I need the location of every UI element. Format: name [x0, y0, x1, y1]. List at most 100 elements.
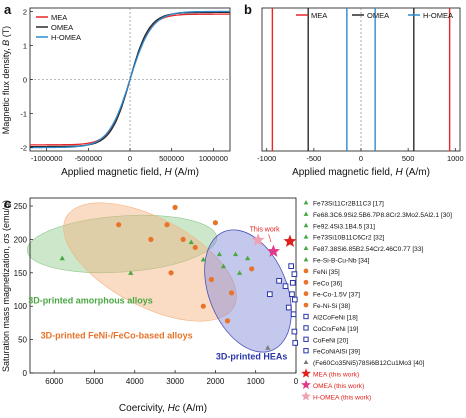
legend-c-label: Fe-Ni-Si [38]: [313, 303, 350, 310]
panel-c-point: [148, 236, 154, 243]
legend-c-marker: [303, 268, 309, 274]
panel-label-a: a: [4, 2, 12, 17]
panel-c-point: [180, 236, 186, 243]
panel-c-point: [200, 256, 206, 262]
panel-a-chart: -1000000 -500000 0 500000 1000000 -2 -1 0 1 2 MEA…: [1, 7, 231, 178]
legend-a-label: OMEA: [51, 23, 73, 32]
panel-b-xtick-label: 500: [402, 154, 415, 163]
panel-b-legend: MEA OMEA H-OMEA: [296, 11, 453, 20]
legend-c-label: Fe-Si-B-Cu-Nb [34]: [313, 258, 370, 265]
panel-c-point: [172, 204, 178, 210]
legend-c-label: CoCrxFeNi [19]: [313, 326, 359, 333]
legend-c-label: Fe73Si11Cr2B11C3 [17]: [313, 201, 384, 208]
panel-a-series-h-omea: [30, 10, 230, 149]
panel-c-ylabel: Saturation mass magnetization, σs (emu/g…: [1, 200, 11, 372]
panel-c-xlabel: Coercivity, Hc (A/m): [119, 403, 207, 414]
panel-a-ylabel: Magnetic flux density, B (T): [1, 26, 11, 134]
panel-c-ytick-label: 0: [23, 369, 28, 378]
legend-c-marker: [303, 348, 309, 354]
panel-c-point: [289, 279, 296, 286]
legend-c-label: FeCo [36]: [313, 280, 342, 287]
legend-b-label: MEA: [311, 11, 327, 20]
legend-c-label: MEA (this work): [313, 372, 359, 379]
legend-a-label: H-OMEA: [51, 33, 81, 42]
legend-c-label: CoFeNi [20]: [313, 337, 348, 344]
panel-c-point: [116, 222, 122, 228]
legend-c-marker: [301, 391, 311, 401]
panel-c-point: [164, 222, 170, 228]
legend-c-label: Al2CoFeNi [18]: [313, 315, 358, 322]
legend-c-marker: [303, 313, 309, 320]
panel-b-xlabel: Applied magnetic field, H (A/m): [292, 167, 430, 178]
panel-c-legend: Fe73Si11Cr2B11C3 [17] Fe68.3C6.9Si2.5B6.7…: [301, 200, 452, 401]
legend-c-label: Fe68.3C6.9Si2.5B6.7P8.8Cr2.3Mo2.5Al2.1 […: [313, 212, 452, 219]
panel-b-chart: -1000 -500 0 500 1000 MEA OMEA H-OMEA Applied …: [257, 7, 464, 178]
panel-c-point: [291, 296, 298, 303]
legend-b-label: H-OMEA: [423, 11, 453, 20]
panel-c-point: [283, 234, 297, 247]
legend-c-marker: [303, 279, 309, 285]
panel-c-point: [220, 263, 227, 269]
panel-label-c: c: [4, 196, 11, 211]
panel-c-ytick-label: 50: [18, 336, 27, 345]
panel-b-xtick-label: -1000: [257, 154, 276, 163]
panel-c-point: [232, 251, 239, 257]
panel-a-xtick-label: 0: [128, 154, 132, 163]
panel-c-point: [288, 263, 295, 269]
panel-c-ytick-label: 200: [14, 235, 28, 244]
panel-c-point: [266, 291, 273, 298]
panel-c-xtick-label: 4000: [126, 377, 144, 386]
panel-a-xlabel: Applied magnetic field, H (A/m): [61, 167, 199, 178]
panel-label-b: b: [244, 2, 252, 17]
panel-c-point: [290, 311, 297, 318]
panel-c-point: [291, 328, 298, 335]
panel-c-point: [292, 340, 299, 346]
legend-c-marker: [303, 222, 309, 228]
legend-c-label: (Fe60Co35Ni5)78Si6B12Cu1Mo3 [40]: [313, 360, 425, 367]
panel-a-ytick-label: -1: [20, 110, 27, 119]
panel-c-point: [289, 291, 295, 298]
region-label: 3D-printed FeNi-/FeCo-based alloys: [41, 330, 193, 340]
panel-c-point: [200, 303, 206, 309]
panel-c-ytick-label: 250: [14, 202, 28, 211]
legend-c-marker: [303, 211, 309, 216]
legend-c-marker: [303, 200, 309, 205]
this-work-label: This work: [250, 226, 280, 233]
panel-c-chart: 6000 5000 4000 3000 2000 1000 0 0 50 100 150 200 250…: [1, 197, 452, 414]
panel-c-point: [236, 270, 243, 275]
legend-b-label: OMEA: [367, 11, 389, 20]
legend-c-label: OMEA (this work): [313, 383, 364, 390]
panel-a-ytick-label: 0: [23, 76, 27, 85]
legend-c-marker: [303, 234, 309, 239]
panel-a-xtick-label: -500000: [75, 154, 103, 163]
panel-c-point: [285, 304, 292, 311]
panel-c-point: [168, 270, 174, 276]
panel-b-xtick-label: 1000: [447, 154, 464, 163]
legend-c-marker: [303, 291, 309, 297]
panel-c-point: [208, 276, 214, 283]
panel-c-point: [224, 318, 231, 324]
amorphous-region: [26, 214, 218, 274]
feni-feco-region: [63, 202, 237, 322]
panel-c-point: [267, 244, 280, 257]
legend-c-marker: [303, 325, 309, 331]
legend-c-label: Fe73Si10B11C6Cr2 [32]: [313, 235, 385, 242]
legend-c-marker: [303, 245, 309, 251]
panel-c-xtick-label: 5000: [86, 377, 104, 386]
panel-c-point: [249, 266, 255, 272]
panel-b-xtick-label: -500: [306, 154, 321, 163]
legend-c-label: H-OMEA (this work): [313, 394, 371, 401]
panel-b-xtick-label: 0: [359, 154, 363, 163]
panel-a-xtick-label: 500000: [159, 154, 184, 163]
panel-c-point: [265, 345, 271, 350]
legend-c-marker: [303, 336, 309, 342]
panel-c-point: [59, 255, 65, 261]
legend-c-label: Fe87.38Si6.85B2.54Cr2.46C0.77 [33]: [313, 246, 424, 253]
panel-c-ytick-label: 100: [14, 302, 28, 311]
legend-c-marker: [303, 257, 309, 262]
panel-c-point: [216, 251, 223, 257]
panel-c-frame: [29, 197, 297, 374]
panel-c-point: [228, 290, 235, 296]
